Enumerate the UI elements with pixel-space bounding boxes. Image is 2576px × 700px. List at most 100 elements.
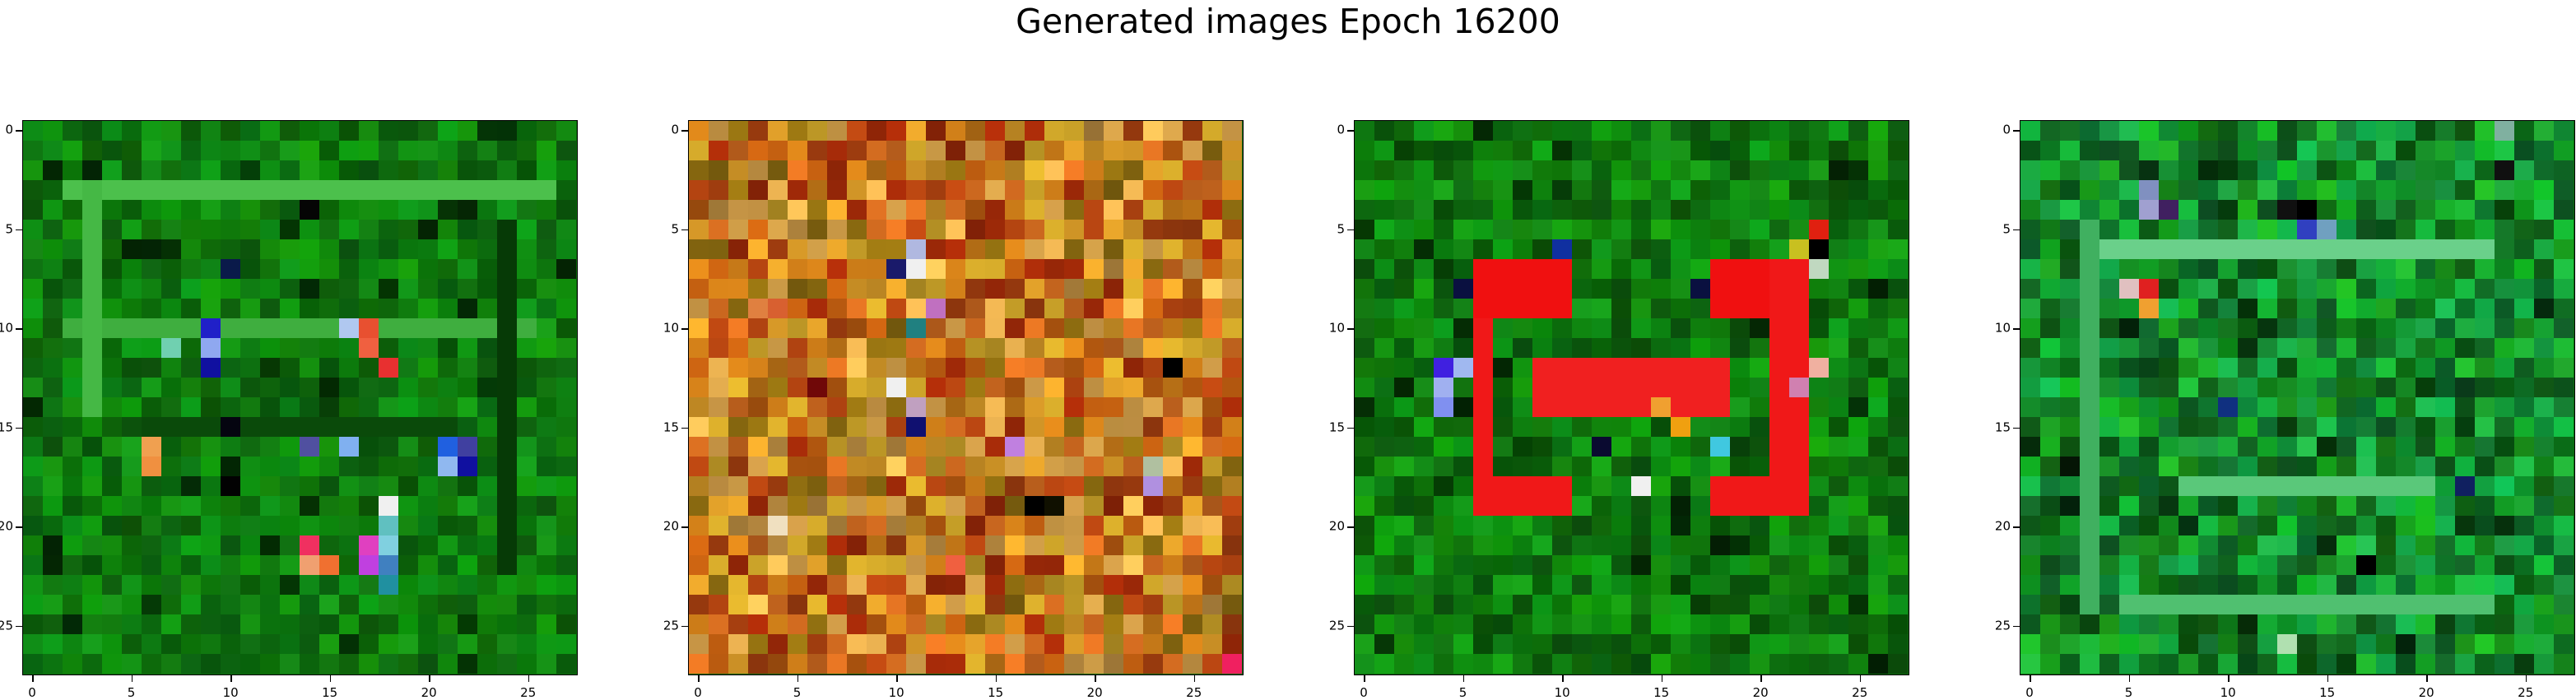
x-tick [2030,675,2031,682]
x-tick [429,675,430,682]
x-tick [1562,675,1564,682]
y-tick-label: 20 [1995,520,2011,534]
generated-image-4 [2020,121,2574,674]
y-tick [681,229,688,231]
x-tick [1364,675,1365,682]
image-axes [2020,120,2575,675]
x-tick [1760,675,1762,682]
generated-image-3 [1355,121,1908,674]
y-tick [2013,229,2020,231]
x-tick-label: 15 [1653,686,1669,700]
y-tick-label: 20 [663,520,679,534]
y-tick [1347,526,1354,528]
y-tick-label: 5 [5,222,13,236]
x-tick [896,675,898,682]
image-axes [688,120,1244,675]
x-tick-label: 5 [128,686,136,700]
y-tick-label: 25 [0,619,13,633]
x-tick [797,675,799,682]
image-panel-3: 0 0 5 5 10 10 15 15 20 20 25 25 [1354,120,1909,675]
image-panel-1: 0 0 5 5 10 10 15 15 20 20 25 25 [22,120,578,675]
y-tick-label: 0 [5,123,13,137]
image-axes [1354,120,1909,675]
y-tick-label: 0 [671,123,679,137]
y-tick-label: 10 [1995,322,2011,336]
y-tick-label: 25 [1329,619,1345,633]
y-tick [16,526,22,528]
x-tick [1463,675,1465,682]
x-tick-label: 5 [2125,686,2133,700]
x-tick-label: 25 [1852,686,1867,700]
x-tick-label: 20 [421,686,437,700]
y-tick-label: 10 [0,322,13,336]
x-tick [330,675,332,682]
y-tick-label: 15 [1329,420,1345,434]
y-tick [1347,229,1354,231]
y-tick-label: 0 [2002,123,2011,137]
y-tick-label: 25 [663,619,679,633]
y-tick [16,130,22,132]
image-panel-2: 0 0 5 5 10 10 15 15 20 20 25 25 [688,120,1244,675]
x-tick-label: 0 [2025,686,2034,700]
y-tick [16,626,22,628]
x-tick-label: 15 [2319,686,2335,700]
x-tick-label: 15 [988,686,1003,700]
x-tick-label: 10 [2220,686,2236,700]
y-tick [16,328,22,330]
x-tick-label: 5 [793,686,802,700]
x-tick [2129,675,2131,682]
x-tick-label: 20 [2419,686,2434,700]
x-tick [32,675,34,682]
y-tick [681,328,688,330]
y-tick [681,626,688,628]
image-axes [22,120,578,675]
y-tick-label: 25 [1995,619,2011,633]
x-tick-label: 20 [1087,686,1103,700]
x-tick [2228,675,2230,682]
figure-title: Generated images Epoch 16200 [0,2,2576,41]
y-tick [681,428,688,429]
x-tick [132,675,133,682]
x-tick [2327,675,2329,682]
x-tick [2426,675,2428,682]
x-tick-label: 15 [322,686,337,700]
x-tick [1662,675,1663,682]
y-tick-label: 20 [0,520,13,534]
x-tick-label: 25 [520,686,536,700]
x-tick-label: 0 [1360,686,1368,700]
y-tick [2013,526,2020,528]
x-tick [996,675,997,682]
x-tick-label: 10 [1555,686,1570,700]
x-tick-label: 10 [889,686,904,700]
generated-image-1 [23,121,576,674]
y-tick [681,526,688,528]
y-tick [16,229,22,231]
x-tick [230,675,232,682]
x-tick [1095,675,1096,682]
y-tick [2013,328,2020,330]
x-tick [1194,675,1196,682]
x-tick-label: 20 [1753,686,1769,700]
y-tick [1347,130,1354,132]
x-tick [698,675,700,682]
x-tick-label: 0 [694,686,702,700]
x-tick-label: 25 [1186,686,1202,700]
x-tick [2526,675,2527,682]
y-tick-label: 10 [1329,322,1345,336]
y-tick [2013,626,2020,628]
y-tick [16,428,22,429]
image-panel-4: 0 0 5 5 10 10 15 15 20 20 25 25 [2020,120,2575,675]
y-tick-label: 5 [671,222,679,236]
y-tick-label: 5 [2002,222,2011,236]
y-tick [1347,626,1354,628]
y-tick [2013,130,2020,132]
y-tick-label: 5 [1337,222,1345,236]
y-tick [1347,328,1354,330]
x-tick-label: 5 [1459,686,1467,700]
y-tick-label: 10 [663,322,679,336]
y-tick-label: 15 [0,420,13,434]
x-tick-label: 10 [223,686,239,700]
y-tick-label: 0 [1337,123,1345,137]
y-tick [1347,428,1354,429]
y-tick [681,130,688,132]
